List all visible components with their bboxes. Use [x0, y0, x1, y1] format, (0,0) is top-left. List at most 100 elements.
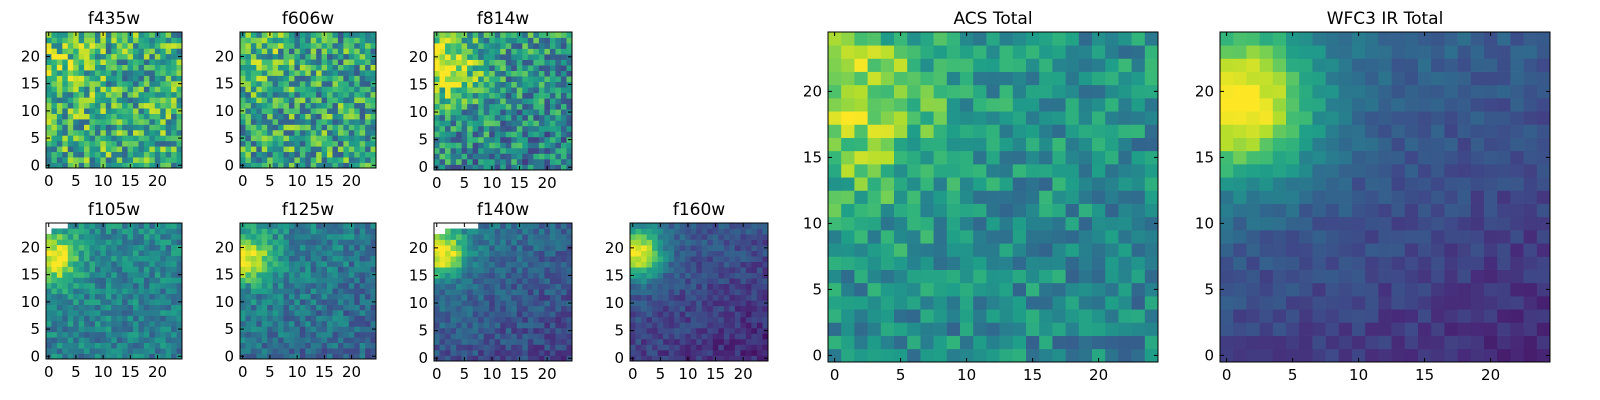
heatmap-cell	[138, 342, 145, 349]
heatmap-cell	[370, 86, 377, 93]
heatmap-cell	[544, 48, 551, 55]
heatmap-cell	[555, 355, 562, 362]
heatmap-cell	[920, 348, 934, 363]
heatmap-cell	[461, 261, 468, 268]
heatmap-cell	[494, 305, 501, 312]
heatmap-cell	[657, 261, 664, 268]
heatmap-cell	[283, 304, 290, 311]
heatmap-cell	[348, 80, 355, 87]
heatmap-cell	[745, 283, 752, 290]
heatmap-cell	[78, 129, 85, 136]
heatmap-cell	[278, 102, 284, 109]
heatmap-cell	[712, 234, 719, 240]
heatmap-cell	[841, 137, 855, 152]
heatmap-cell	[84, 129, 90, 136]
heatmap-cell	[62, 228, 69, 235]
heatmap-cell	[294, 320, 301, 327]
heatmap-cell	[116, 261, 123, 267]
heatmap-cell	[143, 91, 150, 98]
heatmap-cell	[907, 296, 921, 310]
heatmap-cell	[348, 293, 355, 300]
heatmap-cell	[679, 316, 686, 323]
heatmap-cell	[641, 278, 647, 285]
heatmap-cell	[696, 283, 703, 290]
heatmap-cell	[516, 338, 523, 345]
heatmap-cell	[310, 124, 317, 131]
heatmap-cell	[154, 129, 161, 136]
heatmap-cell	[100, 91, 107, 98]
heatmap-cell	[321, 282, 328, 289]
heatmap-cell	[740, 338, 747, 345]
heatmap-cell	[685, 267, 692, 274]
heatmap-cell	[505, 37, 512, 44]
heatmap-cell	[337, 315, 344, 322]
heatmap-cell	[354, 271, 361, 278]
heatmap-cell	[745, 327, 752, 334]
x-tick-label: 20	[538, 365, 557, 383]
heatmap-cell	[105, 53, 112, 60]
heatmap-cell	[494, 81, 501, 88]
heatmap-cell	[94, 135, 101, 142]
heatmap-cell	[467, 76, 473, 83]
heatmap-cell	[854, 309, 868, 323]
heatmap-cell	[434, 103, 440, 110]
axes-frame	[45, 222, 183, 360]
heatmap-cell	[138, 261, 145, 267]
heatmap-cell	[516, 114, 523, 121]
heatmap-cell	[450, 147, 457, 154]
heatmap-cell	[305, 244, 312, 251]
heatmap-cell	[933, 243, 948, 257]
heatmap-cell	[359, 342, 366, 349]
heatmap-cell	[138, 271, 145, 278]
heatmap-cell	[973, 243, 987, 257]
heatmap-cell	[1026, 243, 1040, 257]
heatmap-cell	[500, 223, 507, 229]
heatmap-cell	[696, 349, 703, 356]
heatmap-cell	[321, 342, 328, 349]
heatmap-cell	[663, 289, 669, 296]
heatmap-cell	[740, 327, 747, 334]
heatmap-cell	[51, 140, 58, 147]
heatmap-cell	[478, 37, 485, 44]
heatmap-cell	[1065, 348, 1080, 363]
heatmap-cell	[165, 255, 172, 262]
heatmap-cell	[867, 243, 882, 257]
heatmap-cell	[46, 75, 52, 82]
heatmap-cell	[176, 146, 183, 153]
heatmap-cell	[316, 113, 322, 120]
heatmap-cell	[434, 153, 440, 160]
heatmap-cell	[445, 70, 451, 77]
heatmap-cell	[299, 37, 306, 44]
heatmap-cell	[867, 177, 882, 191]
heatmap-cell	[867, 230, 882, 244]
heatmap-cell	[332, 250, 339, 256]
heatmap-cell	[171, 102, 177, 109]
heatmap-cell	[154, 75, 161, 82]
heatmap-cell	[105, 244, 112, 251]
heatmap-cell	[494, 32, 501, 38]
heatmap-cell	[999, 150, 1014, 165]
heatmap-cell	[299, 282, 306, 289]
heatmap-cell	[261, 157, 268, 163]
heatmap-cell	[516, 54, 523, 60]
heatmap-cell	[828, 296, 842, 310]
heatmap-cell	[51, 162, 58, 169]
heatmap-cell	[84, 80, 90, 87]
heatmap-cell	[646, 327, 653, 334]
heatmap-cell	[171, 151, 177, 158]
heatmap-cell	[160, 348, 167, 354]
heatmap-cell	[245, 64, 252, 71]
heatmap-cell	[149, 299, 156, 305]
heatmap-cell	[316, 304, 322, 311]
heatmap-cell	[734, 316, 741, 323]
heatmap-cell	[359, 32, 366, 38]
heatmap-cell	[685, 234, 692, 240]
heatmap-cell	[461, 147, 468, 154]
heatmap-cell	[256, 91, 263, 98]
heatmap-cell	[986, 177, 1000, 191]
heatmap-cell	[1144, 243, 1159, 257]
heatmap-cell	[171, 124, 177, 131]
heatmap-cell	[250, 337, 257, 344]
heatmap-cell	[527, 125, 534, 132]
heatmap-cell	[240, 64, 246, 71]
